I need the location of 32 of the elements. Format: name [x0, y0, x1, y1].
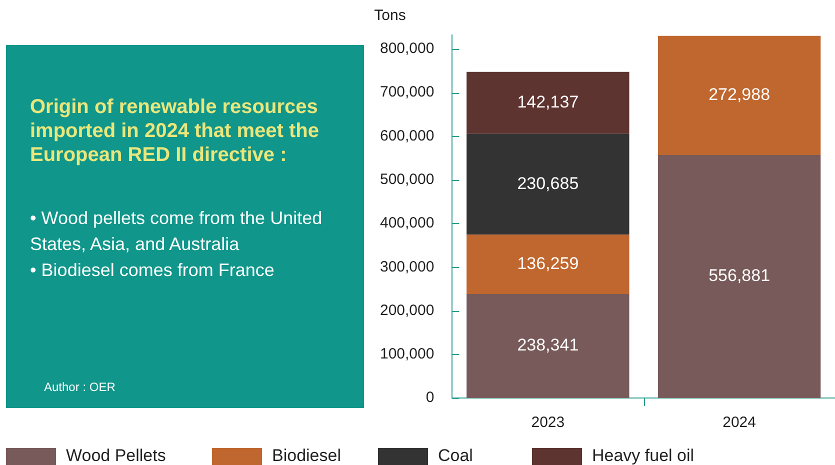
y-tick-label: 100,000 — [380, 346, 434, 363]
y-tick-label: 700,000 — [380, 84, 434, 101]
x-tick-label: 2023 — [531, 414, 565, 432]
legend-label: Wood Pellets — [66, 446, 166, 465]
bar — [466, 134, 630, 235]
data-label: 142,137 — [517, 92, 579, 112]
text: Author : OER — [44, 380, 116, 394]
bar — [658, 155, 821, 398]
y-tick-label: 300,000 — [380, 258, 434, 276]
y-tick-label: 400,000 — [380, 214, 434, 232]
bar — [466, 234, 630, 294]
y-tick-label: 800,000 — [380, 40, 434, 58]
data-label: 230,685 — [517, 174, 579, 193]
bar — [466, 294, 630, 398]
legend-label: Heavy fuel oil — [592, 446, 694, 465]
y-tick-label: 600,000 — [380, 127, 434, 144]
bar — [658, 36, 821, 156]
y-tick-label: 0 — [426, 389, 434, 406]
data-label: 136,259 — [517, 254, 579, 273]
legend-label: Biodiesel — [272, 446, 341, 465]
bar — [466, 72, 630, 134]
y-tick-label: 500,000 — [380, 170, 434, 188]
y-tick-label: 200,000 — [380, 302, 434, 319]
y-axis-title: Tons — [374, 7, 406, 24]
text: • Biodiesel comes from France — [30, 259, 276, 282]
x-tick-label: 2024 — [722, 414, 756, 432]
data-label: 556,881 — [708, 266, 770, 286]
data-label: 272,988 — [708, 85, 770, 104]
text: • Wood pellets come from the United States, Asia, and Australia — [30, 207, 324, 256]
data-label: 238,341 — [517, 336, 579, 355]
legend-label: Coal — [438, 446, 473, 465]
text: Origin of renewable resources imported in 2024 that meet the European RED II directive : — [30, 95, 320, 167]
